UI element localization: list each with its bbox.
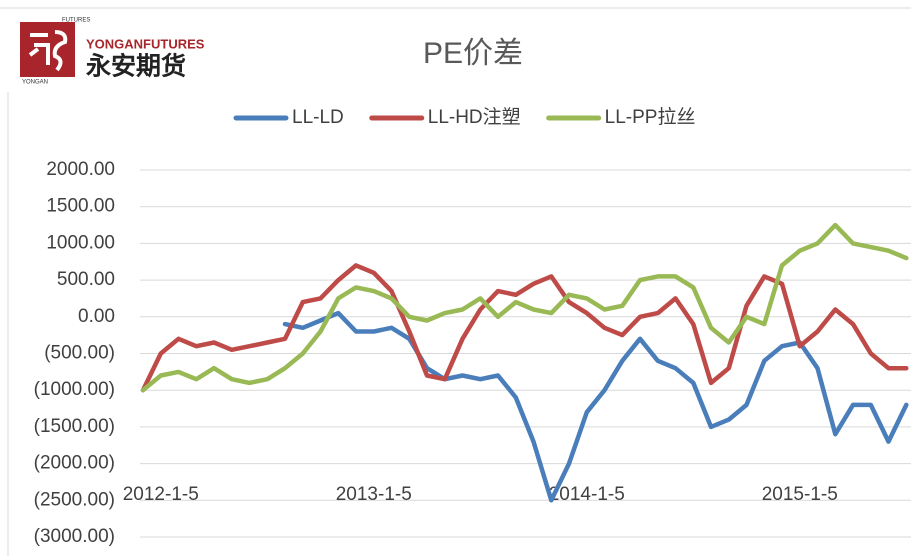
series-line xyxy=(140,263,909,393)
x-tick-label: 2015-1-5 xyxy=(762,484,838,505)
y-tick-label: (1500.00) xyxy=(34,416,115,437)
y-tick-label: 1500.00 xyxy=(46,196,115,217)
legend-label: LL-PP拉丝 xyxy=(605,106,696,128)
x-tick-label: 2012-1-5 xyxy=(123,484,199,505)
logo-brand-en: YONGANFUTURES xyxy=(86,36,205,51)
y-tick-label: 0.00 xyxy=(78,306,115,327)
legend-label: LL-HD注塑 xyxy=(428,106,521,128)
y-tick-label: 1000.00 xyxy=(46,232,115,253)
y-tick-label: (3000.00) xyxy=(34,526,115,547)
logo: FUTURES YONGAN YONGANFUTURES 永安期货 xyxy=(20,18,205,86)
logo-small-side: YONGAN xyxy=(22,80,48,86)
x-tick-label: 2014-1-5 xyxy=(549,484,625,505)
legend-label: LL-LD xyxy=(292,107,344,128)
y-tick-label: (2500.00) xyxy=(34,489,115,510)
series-line xyxy=(282,310,909,503)
y-tick-label: (2000.00) xyxy=(34,453,115,474)
logo-glyph xyxy=(28,30,68,72)
y-tick-label: (1000.00) xyxy=(34,379,115,400)
chart-title: PE价差 xyxy=(423,37,523,70)
series-line xyxy=(140,222,909,393)
y-tick-label: 500.00 xyxy=(57,269,115,290)
logo-brand-cn: 永安期货 xyxy=(86,52,186,81)
y-tick-label: 2000.00 xyxy=(46,159,115,180)
y-tick-label: (500.00) xyxy=(44,343,115,364)
x-tick-label: 2013-1-5 xyxy=(336,484,412,505)
logo-small-top: FUTURES xyxy=(62,18,90,24)
